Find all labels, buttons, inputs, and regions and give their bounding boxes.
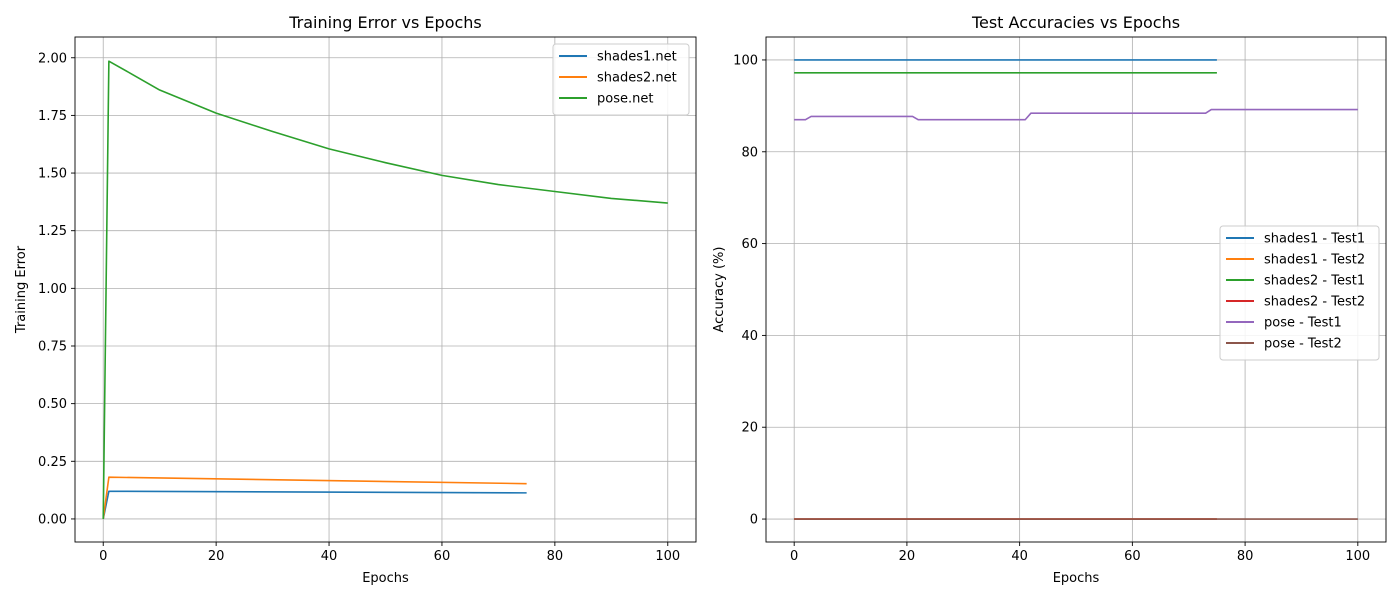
x-tick-label: 80 xyxy=(547,549,564,564)
y-tick-label: 1.25 xyxy=(38,224,67,239)
legend-label: shades2 - Test1 xyxy=(1264,274,1365,289)
y-axis-label: Training Error xyxy=(14,245,29,334)
axes-frame xyxy=(765,36,1387,543)
x-tick-label: 100 xyxy=(1345,549,1370,564)
legend-label: shades1.net xyxy=(597,50,677,65)
legend-box xyxy=(1219,225,1380,361)
series-line-2 xyxy=(102,476,527,520)
y-tick-label: 1.50 xyxy=(38,167,67,182)
x-tick-label: 0 xyxy=(99,549,107,564)
y-tick-label: 80 xyxy=(741,145,758,160)
series-line-1 xyxy=(102,490,527,520)
y-tick-label: 40 xyxy=(741,329,758,344)
y-tick-label: 0.75 xyxy=(38,339,67,354)
y-tick-label: 20 xyxy=(741,421,758,436)
y-tick-label: 0.50 xyxy=(38,397,67,412)
legend-label: shades1 - Test2 xyxy=(1264,253,1365,268)
axes-frame xyxy=(74,36,697,543)
training-error-chart: 0 20 40 60 80 100 0.00 0.25 0.50 0.75 1.00 1.25 1.50… xyxy=(14,13,697,586)
series-line-3 xyxy=(102,60,668,519)
y-tick-label: 2.00 xyxy=(38,51,67,66)
x-axis-label: Epochs xyxy=(1053,571,1100,586)
legend-label: pose - Test1 xyxy=(1264,316,1342,331)
legend-label: shades2.net xyxy=(597,71,677,86)
x-tick-label: 20 xyxy=(208,549,225,564)
x-tick-label: 60 xyxy=(434,549,451,564)
y-tick-label: 1.75 xyxy=(38,109,67,124)
y-tick-label: 60 xyxy=(741,237,758,252)
x-tick-label: 80 xyxy=(1237,549,1254,564)
y-tick-label: 0 xyxy=(750,513,758,528)
legend-label: pose.net xyxy=(597,92,653,107)
series-line-5 xyxy=(794,108,1358,121)
y-tick-label: 0.25 xyxy=(38,455,67,470)
y-tick-label: 100 xyxy=(733,53,758,68)
x-tick-label: 40 xyxy=(1011,549,1028,564)
y-axis-label: Accuracy (%) xyxy=(712,247,727,333)
legend-label: pose - Test2 xyxy=(1264,337,1342,352)
legend-label: shades1 - Test1 xyxy=(1264,232,1365,247)
x-axis-label: Epochs xyxy=(362,571,409,586)
chart-title: Test Accuracies vs Epochs xyxy=(971,13,1180,32)
test-accuracy-chart: 0 20 40 60 80 100 0 20 40 60 80 100 Test Accuracies … xyxy=(712,13,1387,586)
x-tick-label: 40 xyxy=(321,549,338,564)
chart-title: Training Error vs Epochs xyxy=(288,13,482,32)
x-tick-label: 0 xyxy=(790,549,798,564)
x-tick-label: 100 xyxy=(655,549,680,564)
y-tick-label: 1.00 xyxy=(38,282,67,297)
y-tick-label: 0.00 xyxy=(38,512,67,527)
x-tick-label: 60 xyxy=(1124,549,1141,564)
legend-label: shades2 - Test2 xyxy=(1264,295,1365,310)
x-tick-label: 20 xyxy=(899,549,916,564)
